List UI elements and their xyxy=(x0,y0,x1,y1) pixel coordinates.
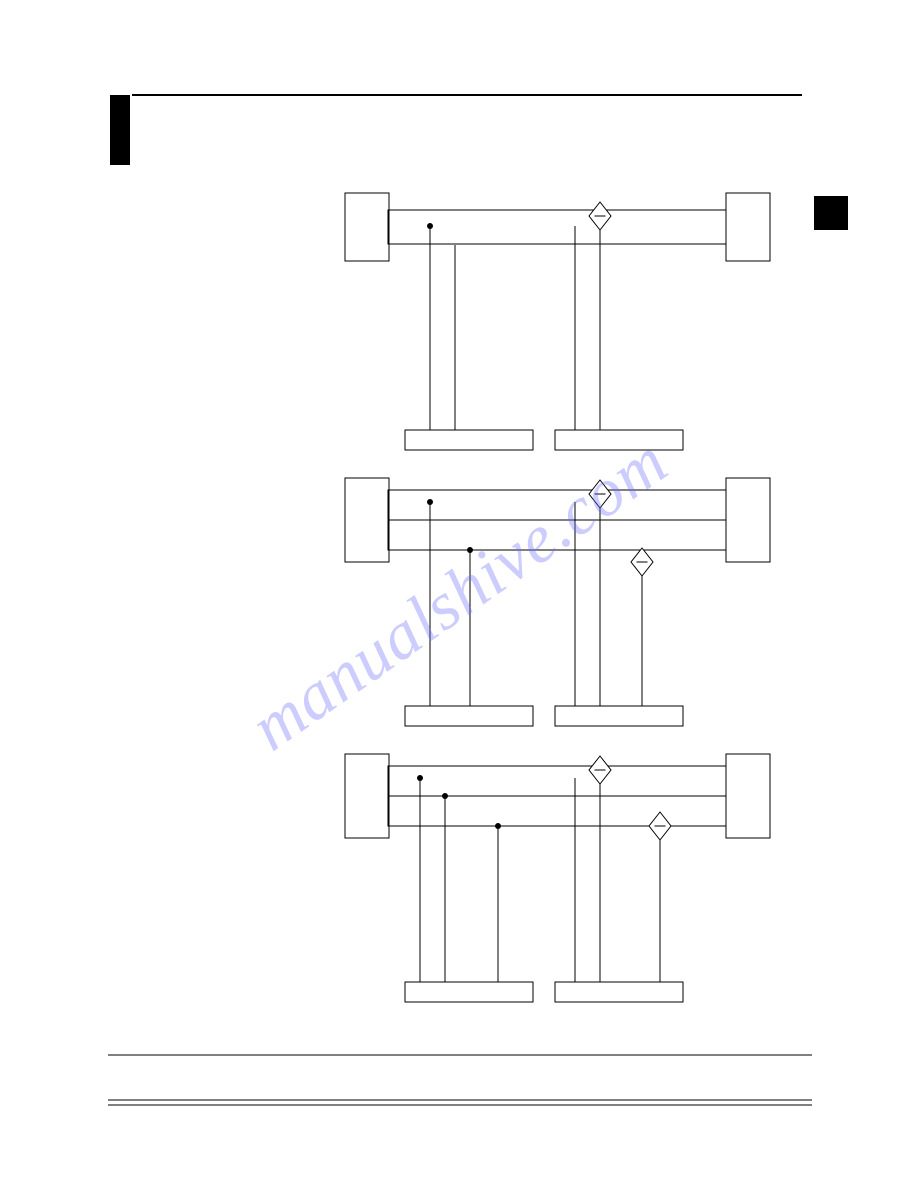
left-black-bar xyxy=(110,95,130,165)
diagram-2-joint-1 xyxy=(442,793,448,799)
diagram-0-bottom-right xyxy=(555,430,683,450)
diagram-2-joint-0 xyxy=(417,775,423,781)
diagram-1-bottom-right xyxy=(555,706,683,726)
diagram-1-right-wheel xyxy=(726,478,770,562)
right-black-square xyxy=(814,196,848,230)
diagram-0-left-wheel xyxy=(345,193,389,261)
page-canvas xyxy=(0,0,918,1188)
diagram-2-bottom-right xyxy=(555,982,683,1002)
diagram-2-left-wheel xyxy=(345,754,389,838)
diagram-0-axle xyxy=(388,210,726,244)
diagram-1-left-wheel xyxy=(345,478,389,562)
diagram-2-bottom-left xyxy=(405,982,533,1002)
diagram-0-joint-0 xyxy=(427,223,433,229)
diagram-0-right-wheel xyxy=(726,193,770,261)
diagram-0-bottom-left xyxy=(405,430,533,450)
diagram-1-joint-1 xyxy=(467,547,473,553)
diagram-1-joint-0 xyxy=(427,499,433,505)
diagram-1-bottom-left xyxy=(405,706,533,726)
diagram-2-right-wheel xyxy=(726,754,770,838)
diagram-2-joint-2 xyxy=(495,823,501,829)
